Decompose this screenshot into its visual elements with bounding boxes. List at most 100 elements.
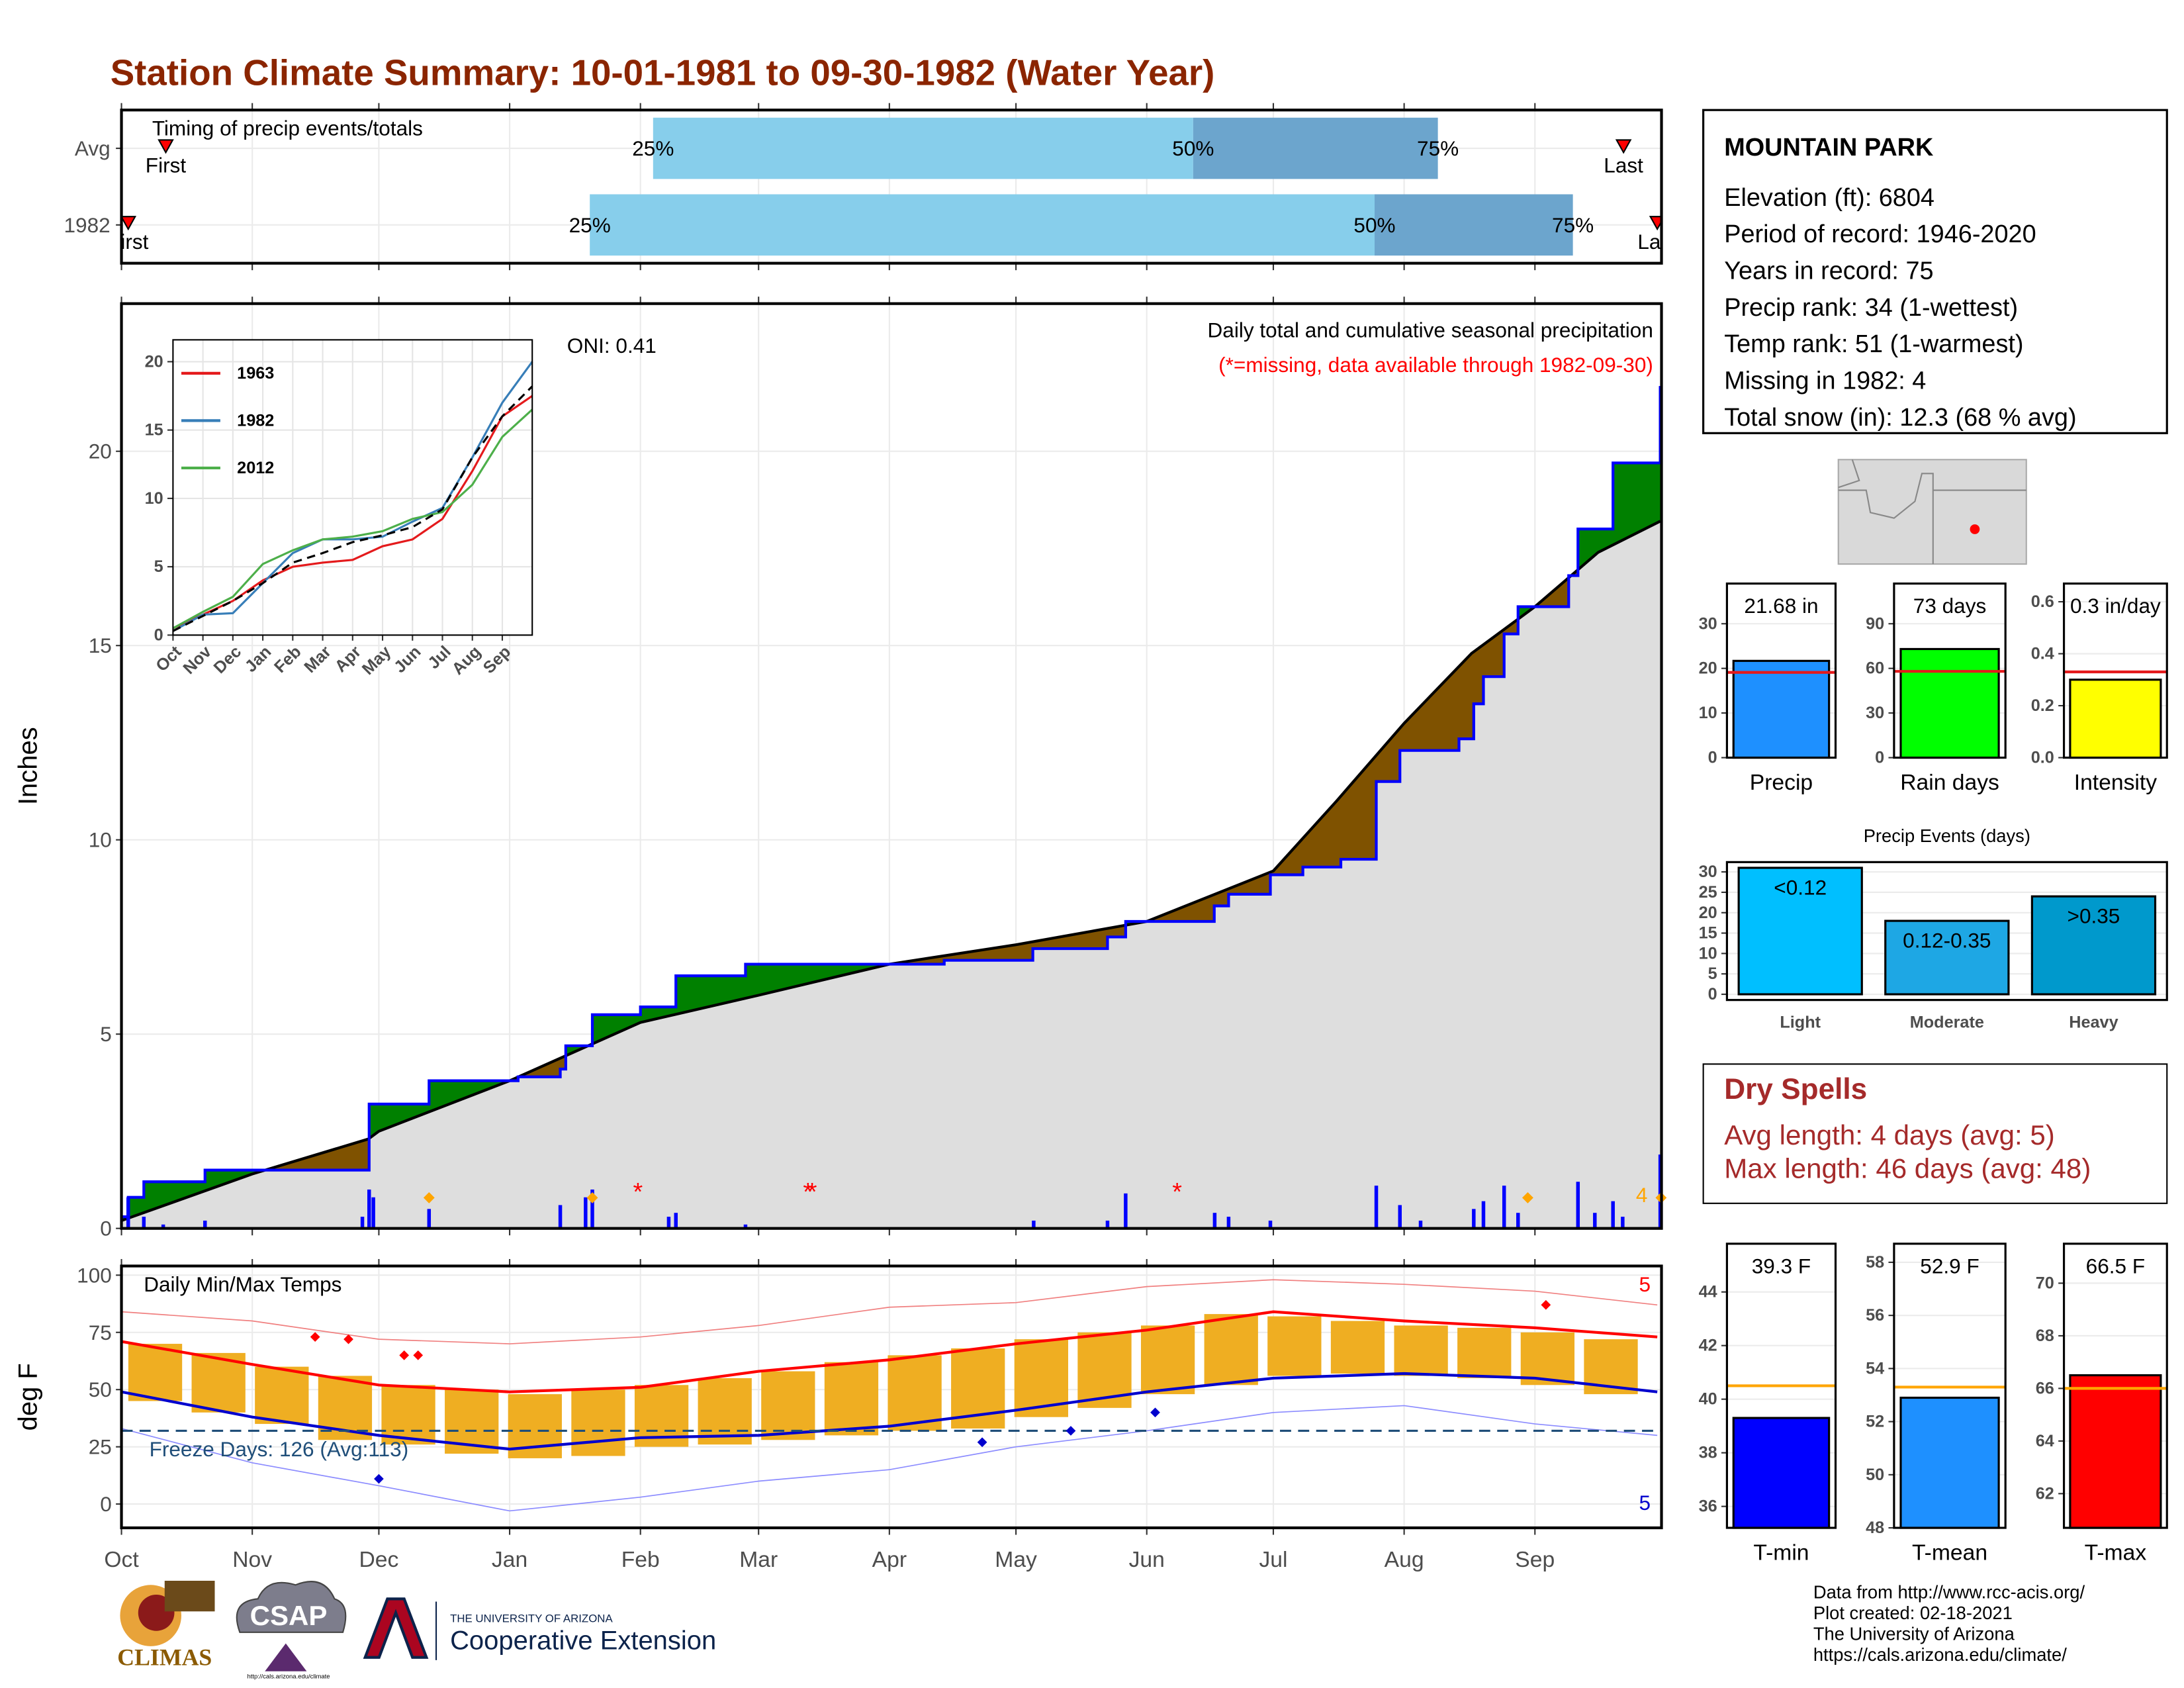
bar — [1737, 867, 1863, 996]
info-lines: Elevation (ft): 6804 Period of record: 19… — [1724, 184, 2076, 432]
event-label: Last — [1604, 153, 1643, 177]
series-line — [172, 361, 533, 632]
category-label: Heavy — [2069, 1013, 2118, 1031]
snow-marker — [1522, 1192, 1533, 1203]
category-label: Intensity — [2074, 771, 2158, 795]
temp-range-bar — [1394, 1325, 1448, 1376]
record-marker — [1541, 1299, 1551, 1310]
event-marker — [1615, 139, 1632, 154]
y-tick-label: 64 — [2036, 1432, 2054, 1450]
dry-spells-line: Avg length: 4 days (avg: 5) — [1724, 1119, 2055, 1150]
y-tick-label: 100 — [77, 1263, 112, 1287]
bar — [1899, 647, 2000, 759]
daily-bar — [161, 1224, 165, 1229]
event-label: First — [146, 153, 187, 177]
y-tick-label: 20 — [89, 440, 112, 463]
logo-text: CLIMAS — [117, 1644, 212, 1671]
x-tick-label: Sep — [1515, 1548, 1555, 1572]
info-line: Missing in 1982: 4 — [1724, 367, 1926, 395]
note: (*=missing, data available through 1982-… — [1218, 353, 1653, 377]
snow-marker — [586, 1192, 598, 1203]
low-count: 5 — [1639, 1491, 1651, 1515]
panel-title: Daily Min/Max Temps — [144, 1272, 341, 1296]
daily-bar — [1124, 1193, 1128, 1229]
daily-bar — [1502, 1186, 1506, 1229]
daily-bar — [1212, 1213, 1217, 1229]
event-marker — [121, 216, 137, 231]
y-axis-label: Inches — [14, 727, 43, 805]
x-tick-label: Jul — [1259, 1548, 1287, 1572]
bar-label: <0.12 — [1774, 875, 1827, 899]
daily-bar — [590, 1189, 594, 1229]
annotation: Timing of precip events/totals — [152, 117, 423, 140]
plot-border — [2062, 1243, 2168, 1529]
y-tick-label: 68 — [2036, 1327, 2054, 1345]
y-tick-label: 60 — [1866, 659, 1884, 678]
temp-range-bar — [571, 1389, 625, 1456]
category-label: Precip — [1750, 771, 1813, 795]
arizona-logo: THE UNIVERSITY OF ARIZONA Cooperative Ex… — [363, 1597, 716, 1660]
subtitle: Daily total and cumulative seasonal prec… — [1208, 318, 1653, 342]
y-tick-label: 15 — [145, 421, 163, 440]
info-line: Period of record: 1946-2020 — [1724, 220, 2036, 248]
y-tick-label: 54 — [1866, 1359, 1884, 1378]
category-label: Moderate — [1910, 1013, 1984, 1031]
plot-border — [172, 339, 533, 636]
dry-spells-title: Dry Spells — [1724, 1073, 1867, 1105]
daily-bar — [1576, 1182, 1580, 1229]
record-marker — [413, 1350, 424, 1360]
temp-range-bar — [1520, 1332, 1575, 1385]
plot-border — [1725, 1243, 1837, 1529]
daily-bar — [367, 1189, 371, 1229]
temp-range-bar — [1330, 1321, 1385, 1374]
quartile-bar — [590, 194, 1375, 256]
value-label: 66.5 F — [2086, 1254, 2145, 1278]
y-tick-label: 30 — [1699, 863, 1717, 881]
temp-range-bar — [1457, 1327, 1512, 1378]
y-tick-label: 48 — [1866, 1519, 1884, 1537]
daily-bar — [1268, 1220, 1273, 1229]
value-label: 39.3 F — [1752, 1254, 1811, 1278]
average-line — [120, 520, 1661, 1222]
y-tick-label: 0.2 — [2031, 696, 2054, 715]
bar — [1732, 1417, 1831, 1529]
daily-bar — [126, 1197, 130, 1229]
info-line: Precip rank: 34 (1-wettest) — [1724, 294, 2018, 322]
x-tick-label: Jun — [1129, 1548, 1165, 1572]
daily-bar — [427, 1209, 432, 1229]
temp-range-bar — [381, 1385, 435, 1445]
cumulative-line — [121, 386, 1662, 1219]
y-tick-label: 52 — [1866, 1413, 1884, 1431]
value-label: 73 days — [1913, 594, 1987, 618]
category-label: T-max — [2085, 1540, 2147, 1565]
x-tick-label: May — [995, 1548, 1037, 1572]
temp-line — [121, 1279, 1658, 1344]
panel-title: Precip Events (days) — [1864, 825, 2030, 846]
quartile-label: 50% — [1172, 136, 1214, 160]
plot-border — [120, 1264, 1663, 1530]
temp-line — [121, 1372, 1658, 1451]
missing-marker: * — [807, 1178, 817, 1206]
series-line — [172, 395, 533, 630]
temp-line — [121, 1310, 1658, 1393]
temp-range-bar — [255, 1366, 309, 1425]
y-tick-label: 0 — [1875, 749, 1884, 767]
y-tick-label: 0 — [100, 1217, 112, 1241]
y-tick-label: 66 — [2036, 1379, 2054, 1397]
y-tick-label: 0.4 — [2031, 645, 2054, 663]
y-tick-label: 25 — [1699, 883, 1717, 902]
info-line: Elevation (ft): 6804 — [1724, 184, 1934, 212]
y-tick-label: 44 — [1699, 1283, 1717, 1301]
y-tick-label: 42 — [1699, 1336, 1717, 1355]
missing-marker: * — [633, 1178, 643, 1206]
dry-spells-box — [1702, 1063, 2168, 1204]
y-tick-label: 10 — [1699, 944, 1717, 962]
daily-bar — [1621, 1217, 1625, 1229]
logo-url: http://cals.arizona.edu/climate — [247, 1673, 330, 1681]
category-label: Light — [1780, 1013, 1821, 1031]
series-line — [172, 408, 533, 630]
quartile-bar — [1193, 117, 1438, 179]
info-line: Total snow (in): 12.3 (68 % avg) — [1724, 404, 2076, 432]
high-count: 5 — [1639, 1272, 1651, 1296]
